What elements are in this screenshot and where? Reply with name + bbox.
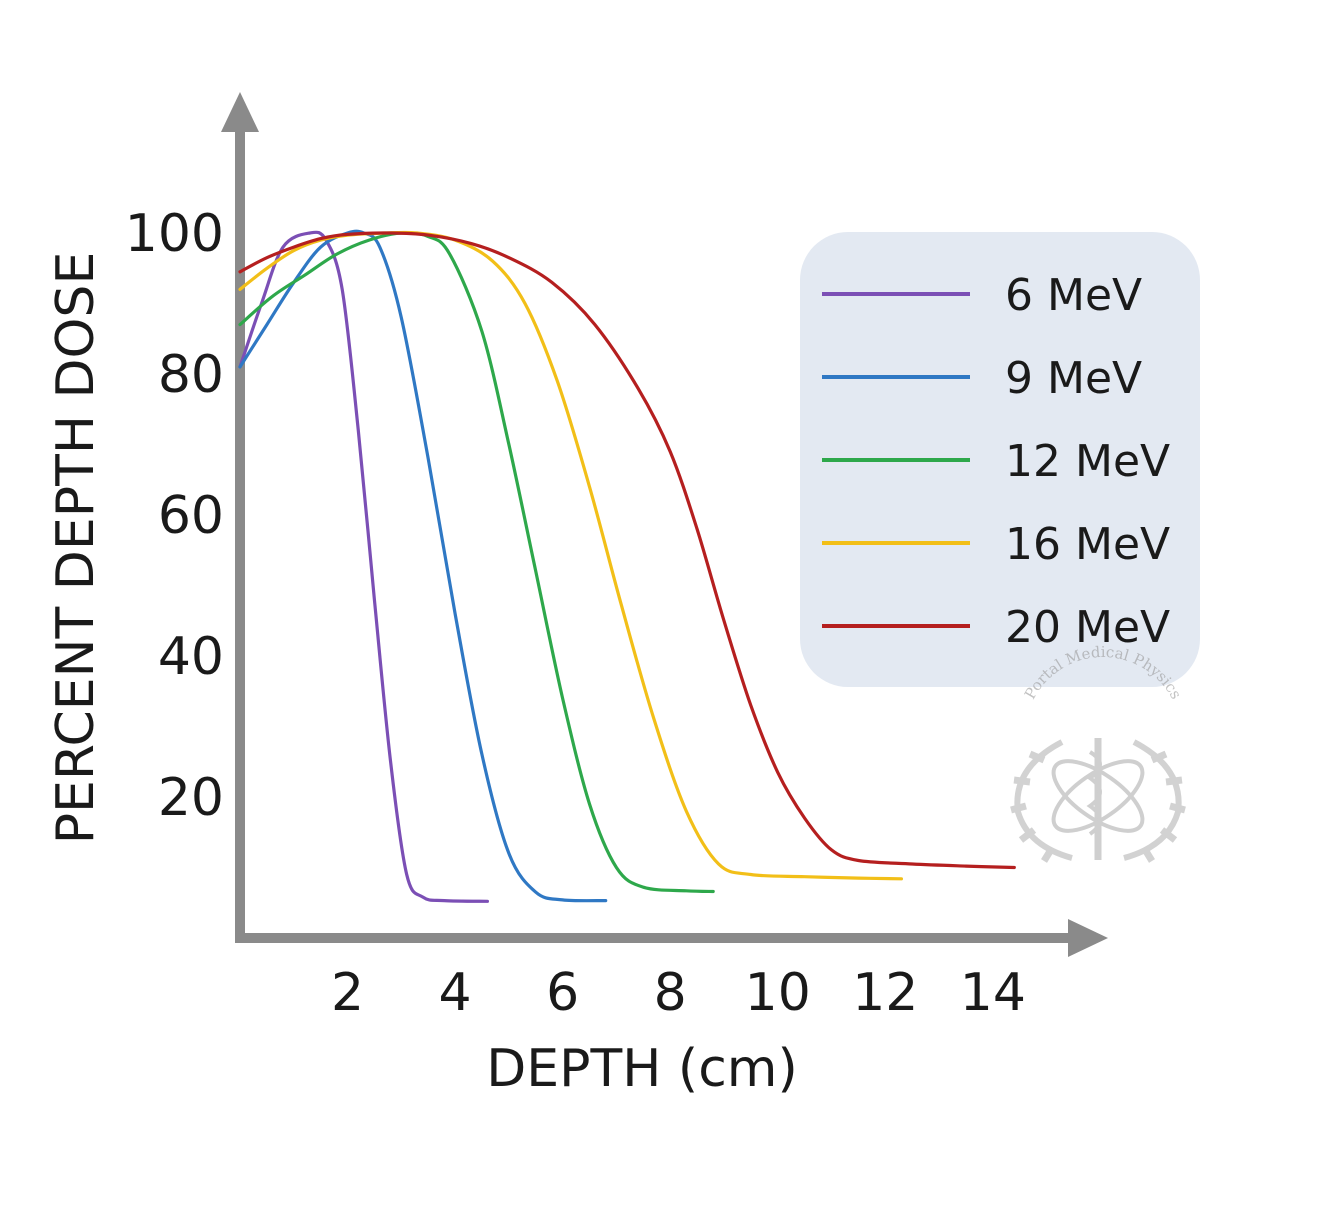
legend-label-12-mev: 12 MeV — [1005, 436, 1170, 487]
x-tick-labels: 2 4 6 8 10 12 14 — [331, 963, 1026, 1023]
y-tick-label: 60 — [158, 486, 224, 546]
y-tick-label: 80 — [158, 345, 224, 405]
y-tick-label: 20 — [158, 768, 224, 828]
x-tick-label: 12 — [852, 963, 918, 1023]
series-line-12-mev — [238, 231, 715, 894]
series-line-20-mev — [238, 231, 1016, 870]
y-tick-label: 40 — [158, 627, 224, 687]
y-tick-label: 100 — [125, 204, 224, 264]
series-line-9-mev — [238, 229, 608, 903]
x-tick-label: 8 — [654, 963, 687, 1023]
x-tick-label: 6 — [546, 963, 579, 1023]
series-line-6-mev — [238, 230, 489, 903]
y-axis-arrow — [221, 92, 259, 132]
axes — [221, 92, 1108, 957]
legend-box — [800, 232, 1200, 687]
x-tick-label: 10 — [745, 963, 811, 1023]
x-axis-arrow — [1068, 919, 1108, 957]
x-tick-label: 14 — [960, 963, 1026, 1023]
atom-staff-icon — [1051, 738, 1145, 860]
x-tick-label: 2 — [331, 963, 364, 1023]
x-axis-title: DEPTH (cm) — [486, 1039, 797, 1099]
legend-label-9-mev: 9 MeV — [1005, 353, 1142, 404]
y-axis-title: PERCENT DEPTH DOSE — [46, 252, 106, 845]
y-tick-labels: 20 40 60 80 100 — [125, 204, 224, 828]
series-lines — [238, 229, 1016, 903]
legend-label-20-mev: 20 MeV — [1005, 602, 1170, 653]
legend-label-16-mev: 16 MeV — [1005, 519, 1170, 570]
legend: 6 MeV 9 MeV 12 MeV 16 MeV 20 MeV — [800, 232, 1200, 687]
laurel-wreath-icon — [1010, 739, 1186, 863]
x-tick-label: 4 — [439, 963, 472, 1023]
legend-label-6-mev: 6 MeV — [1005, 270, 1142, 321]
